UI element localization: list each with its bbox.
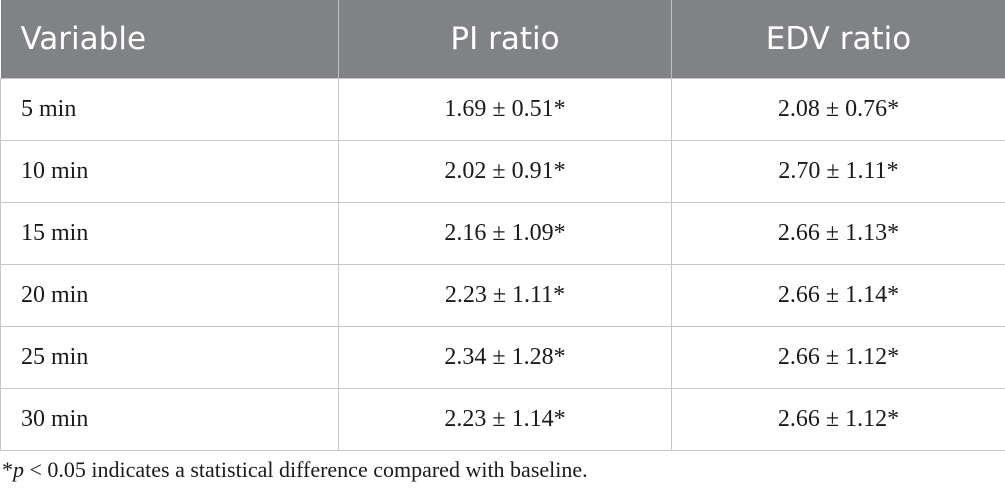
pi-ratio-cell: 2.02 ± 0.91* bbox=[338, 140, 672, 203]
footnote-asterisk: * bbox=[2, 457, 13, 482]
row-label: 25 min bbox=[0, 326, 339, 389]
footnote-p-variable: p bbox=[13, 457, 24, 482]
pi-ratio-cell: 2.16 ± 1.09* bbox=[338, 202, 672, 265]
column-header-variable: Variable bbox=[0, 0, 339, 79]
header-row: Variable PI ratio EDV ratio bbox=[0, 0, 1005, 79]
pi-ratio-cell: 1.69 ± 0.51* bbox=[338, 78, 672, 141]
table-body: 5 min 1.69 ± 0.51* 2.08 ± 0.76* 10 min 2… bbox=[0, 78, 1005, 451]
table-row: 15 min 2.16 ± 1.09* 2.66 ± 1.13* bbox=[0, 202, 1005, 265]
pi-ratio-cell: 2.23 ± 1.14* bbox=[338, 388, 672, 451]
row-label: 20 min bbox=[0, 264, 339, 327]
column-header-pi-ratio: PI ratio bbox=[338, 0, 672, 79]
table-row: 5 min 1.69 ± 0.51* 2.08 ± 0.76* bbox=[0, 78, 1005, 141]
edv-ratio-cell: 2.66 ± 1.13* bbox=[671, 202, 1005, 265]
table-row: 25 min 2.34 ± 1.28* 2.66 ± 1.12* bbox=[0, 326, 1005, 389]
table-row: 20 min 2.23 ± 1.11* 2.66 ± 1.14* bbox=[0, 264, 1005, 327]
row-label: 10 min bbox=[0, 140, 339, 203]
table-row: 30 min 2.23 ± 1.14* 2.66 ± 1.12* bbox=[0, 388, 1005, 451]
row-label: 30 min bbox=[0, 388, 339, 451]
table-footnote: *p < 0.05 indicates a statistical differ… bbox=[2, 457, 588, 483]
pi-ratio-cell: 2.34 ± 1.28* bbox=[338, 326, 672, 389]
edv-ratio-cell: 2.66 ± 1.12* bbox=[671, 388, 1005, 451]
table-header: Variable PI ratio EDV ratio bbox=[0, 0, 1005, 79]
footnote-text: < 0.05 indicates a statistical differenc… bbox=[24, 457, 588, 482]
table-row: 10 min 2.02 ± 0.91* 2.70 ± 1.11* bbox=[0, 140, 1005, 203]
data-table: Variable PI ratio EDV ratio 5 min 1.69 ±… bbox=[0, 0, 1005, 451]
column-header-edv-ratio: EDV ratio bbox=[671, 0, 1005, 79]
edv-ratio-cell: 2.70 ± 1.11* bbox=[671, 140, 1005, 203]
pi-ratio-cell: 2.23 ± 1.11* bbox=[338, 264, 672, 327]
row-label: 5 min bbox=[0, 78, 339, 141]
edv-ratio-cell: 2.08 ± 0.76* bbox=[671, 78, 1005, 141]
data-table-container: Variable PI ratio EDV ratio 5 min 1.69 ±… bbox=[0, 0, 1005, 451]
row-label: 15 min bbox=[0, 202, 339, 265]
edv-ratio-cell: 2.66 ± 1.14* bbox=[671, 264, 1005, 327]
edv-ratio-cell: 2.66 ± 1.12* bbox=[671, 326, 1005, 389]
